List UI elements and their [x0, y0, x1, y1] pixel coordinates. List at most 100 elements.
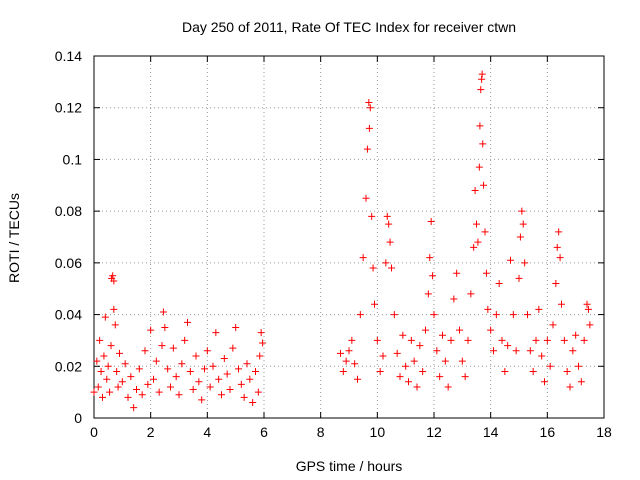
data-point — [135, 365, 143, 373]
y-tick-label: 0.12 — [55, 100, 82, 116]
data-point — [110, 305, 118, 313]
data-point — [583, 300, 591, 308]
data-point — [235, 365, 242, 373]
data-point — [109, 272, 117, 280]
data-point — [198, 396, 206, 404]
data-point — [232, 324, 240, 331]
data-point — [430, 311, 438, 319]
data-point — [538, 352, 546, 360]
x-tick-label: 6 — [260, 424, 268, 440]
data-point — [476, 122, 484, 130]
data-point — [385, 220, 393, 228]
data-point — [144, 380, 152, 388]
plot-frame — [93, 55, 605, 419]
y-tick-label: 0.14 — [55, 48, 82, 64]
data-point — [383, 212, 391, 220]
y-tick-label: 0 — [74, 410, 82, 426]
data-point — [195, 378, 203, 386]
data-point — [441, 357, 449, 365]
data-point — [507, 256, 514, 264]
data-point — [396, 373, 404, 381]
data-point — [229, 344, 237, 352]
data-point — [436, 373, 444, 381]
data-point — [339, 367, 347, 375]
data-point — [474, 238, 482, 246]
data-point — [379, 352, 387, 360]
data-point — [524, 311, 531, 319]
data-point — [101, 313, 109, 321]
data-point — [521, 259, 529, 267]
data-point — [103, 375, 111, 383]
data-point — [209, 362, 217, 370]
data-point — [416, 342, 424, 350]
data-point — [556, 254, 564, 262]
data-point — [365, 124, 373, 132]
data-point — [572, 331, 580, 339]
data-point — [121, 360, 129, 368]
data-point — [390, 311, 398, 319]
data-point — [501, 367, 509, 375]
data-point — [405, 378, 412, 386]
data-point — [218, 391, 225, 399]
data-point — [113, 367, 121, 375]
data-point — [373, 336, 381, 344]
data-point — [365, 99, 373, 107]
data-point — [110, 277, 118, 285]
data-point — [552, 280, 560, 288]
data-point — [96, 336, 104, 344]
data-point — [93, 357, 101, 365]
data-point — [512, 347, 520, 355]
data-point — [541, 378, 548, 386]
data-point — [155, 388, 163, 396]
data-point — [518, 207, 526, 215]
data-point — [116, 349, 123, 357]
data-point — [426, 254, 434, 262]
data-point — [104, 362, 112, 370]
data-point — [433, 347, 441, 355]
data-point — [535, 305, 543, 313]
data-point — [478, 75, 486, 83]
data-point — [382, 259, 390, 267]
data-point — [359, 254, 367, 262]
data-point — [223, 370, 231, 378]
y-tick-labels: 0 0.02 0.04 0.06 0.08 0.1 0.12 0.14 — [55, 48, 82, 426]
data-point — [203, 347, 211, 355]
data-point — [186, 367, 194, 375]
data-point — [470, 243, 478, 251]
data-point — [553, 243, 561, 251]
data-point — [464, 336, 472, 344]
data-point — [515, 274, 523, 282]
data-point — [399, 331, 407, 339]
data-point — [481, 228, 489, 236]
y-tick-label: 0.04 — [55, 307, 82, 323]
data-point — [419, 367, 427, 375]
data-point — [152, 357, 160, 365]
data-point — [141, 347, 149, 355]
data-point — [439, 331, 446, 339]
data-point — [461, 373, 469, 381]
data-point — [138, 391, 146, 399]
data-point — [566, 383, 574, 391]
x-tick-label: 16 — [540, 424, 556, 440]
x-tick-label: 4 — [203, 424, 211, 440]
data-point — [584, 305, 592, 313]
data-point — [206, 383, 214, 391]
data-point — [226, 386, 234, 394]
data-point — [376, 367, 384, 375]
data-point — [386, 238, 394, 246]
data-point — [243, 360, 251, 368]
data-point — [543, 336, 551, 344]
data-point — [555, 228, 563, 236]
data-point — [169, 344, 177, 352]
data-point — [354, 375, 361, 383]
data-point — [424, 290, 432, 298]
x-tick-label: 0 — [90, 424, 98, 440]
data-point — [549, 321, 557, 329]
data-point — [181, 336, 189, 344]
data-point — [366, 104, 374, 112]
y-axis-label: ROTI / TECUs — [6, 193, 22, 283]
data-point — [172, 373, 180, 381]
data-point — [484, 305, 492, 313]
data-point — [368, 212, 376, 220]
data-point — [453, 269, 461, 277]
